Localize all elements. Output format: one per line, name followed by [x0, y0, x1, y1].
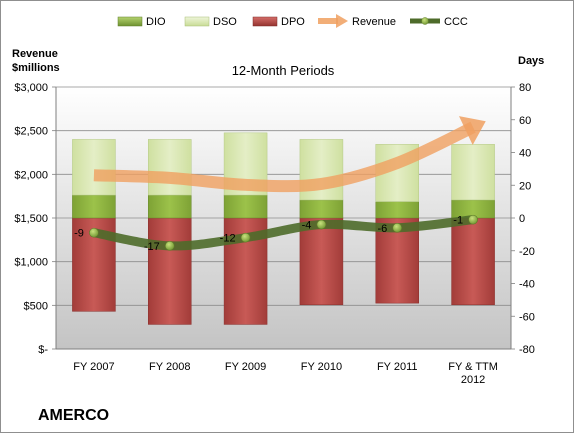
ccc-point [316, 219, 327, 230]
x-tick-label-line: 2012 [461, 374, 485, 386]
right-tick-label: -80 [519, 344, 535, 356]
left-tick-label: $- [38, 344, 48, 356]
right-tick-label: 40 [519, 148, 531, 160]
ccc-data-label: -12 [220, 233, 236, 245]
legend-label-dio: DIO [146, 16, 166, 28]
x-tick-label: FY & TTM 2012 [448, 361, 498, 386]
left-axis-title-line2: $millions [12, 62, 60, 74]
legend-label-dpo: DPO [281, 16, 305, 28]
company-name: AMERCO [38, 407, 109, 424]
right-tick-label: 0 [519, 213, 525, 225]
revenue-line [93, 121, 476, 193]
x-tick-label: FY 2008 [149, 361, 190, 373]
ccc-line [89, 215, 478, 251]
ccc-point [164, 241, 175, 251]
bar-dio [72, 194, 116, 219]
series-lines: -9 -17 -12 -4 -6 -1 [74, 116, 486, 253]
ccc-data-label: -1 [453, 215, 463, 227]
ccc-data-label: -4 [302, 220, 312, 232]
right-tick-label: 20 [519, 180, 531, 192]
bar-dio [223, 194, 268, 219]
revenue-arrowhead [459, 116, 486, 146]
right-tick-label: -40 [519, 279, 535, 291]
x-tick-label: FY 2011 [377, 361, 418, 373]
legend-label-ccc: CCC [444, 16, 468, 28]
right-tick-label: 80 [519, 82, 531, 94]
right-tick-label: -20 [519, 246, 535, 258]
x-tick-label: FY 2009 [225, 361, 266, 373]
legend: DIO DSO DPO Revenue CCC [117, 14, 468, 28]
bar-dio [299, 199, 344, 219]
bar-dio [148, 194, 192, 219]
left-tick-label: $500 [24, 300, 48, 312]
ccc-point [468, 214, 478, 225]
bar-dpo [148, 217, 192, 325]
legend-swatch-dpo [252, 16, 278, 27]
ccc-data-label: -9 [74, 228, 84, 240]
ccc-data-label: -6 [377, 223, 387, 235]
left-tick-label: $2,500 [14, 126, 48, 138]
bar-dso [72, 139, 116, 196]
legend-swatch-dso [184, 16, 210, 27]
ccc-point [240, 232, 251, 243]
x-tick-label: FY 2007 [73, 361, 114, 373]
x-tick-label-line: FY & TTM [448, 361, 498, 373]
legend-label-revenue: Revenue [352, 16, 396, 28]
axes: $- $500 $1,000 $1,500 $2,000 $2,500 $3,000 -80 -… [14, 82, 535, 386]
gridlines [56, 86, 511, 306]
bar-dio [375, 201, 419, 219]
left-axis-title-line1: Revenue [12, 48, 58, 60]
legend-swatch-ccc [410, 17, 440, 25]
left-tick-label: $2,000 [14, 169, 48, 181]
chart-title: 12-Month Periods [232, 63, 335, 78]
left-tick-label: $1,000 [14, 257, 48, 269]
right-axis-title: Days [518, 55, 544, 67]
legend-swatch-dio [117, 16, 143, 27]
ccc-data-label: -17 [144, 241, 160, 253]
bar-dpo [451, 217, 495, 306]
legend-swatch-revenue [318, 14, 348, 28]
left-tick-label: $1,500 [14, 213, 48, 225]
bar-dso [451, 144, 495, 201]
legend-label-dso: DSO [213, 16, 237, 28]
ccc-point [89, 227, 99, 238]
bar-dpo [299, 217, 344, 306]
ccc-point [392, 223, 403, 233]
bar-dso [148, 139, 192, 196]
x-tick-label: FY 2010 [301, 361, 342, 373]
left-tick-label: $3,000 [14, 82, 48, 94]
right-tick-label: 60 [519, 115, 531, 127]
right-tick-label: -60 [519, 311, 535, 323]
